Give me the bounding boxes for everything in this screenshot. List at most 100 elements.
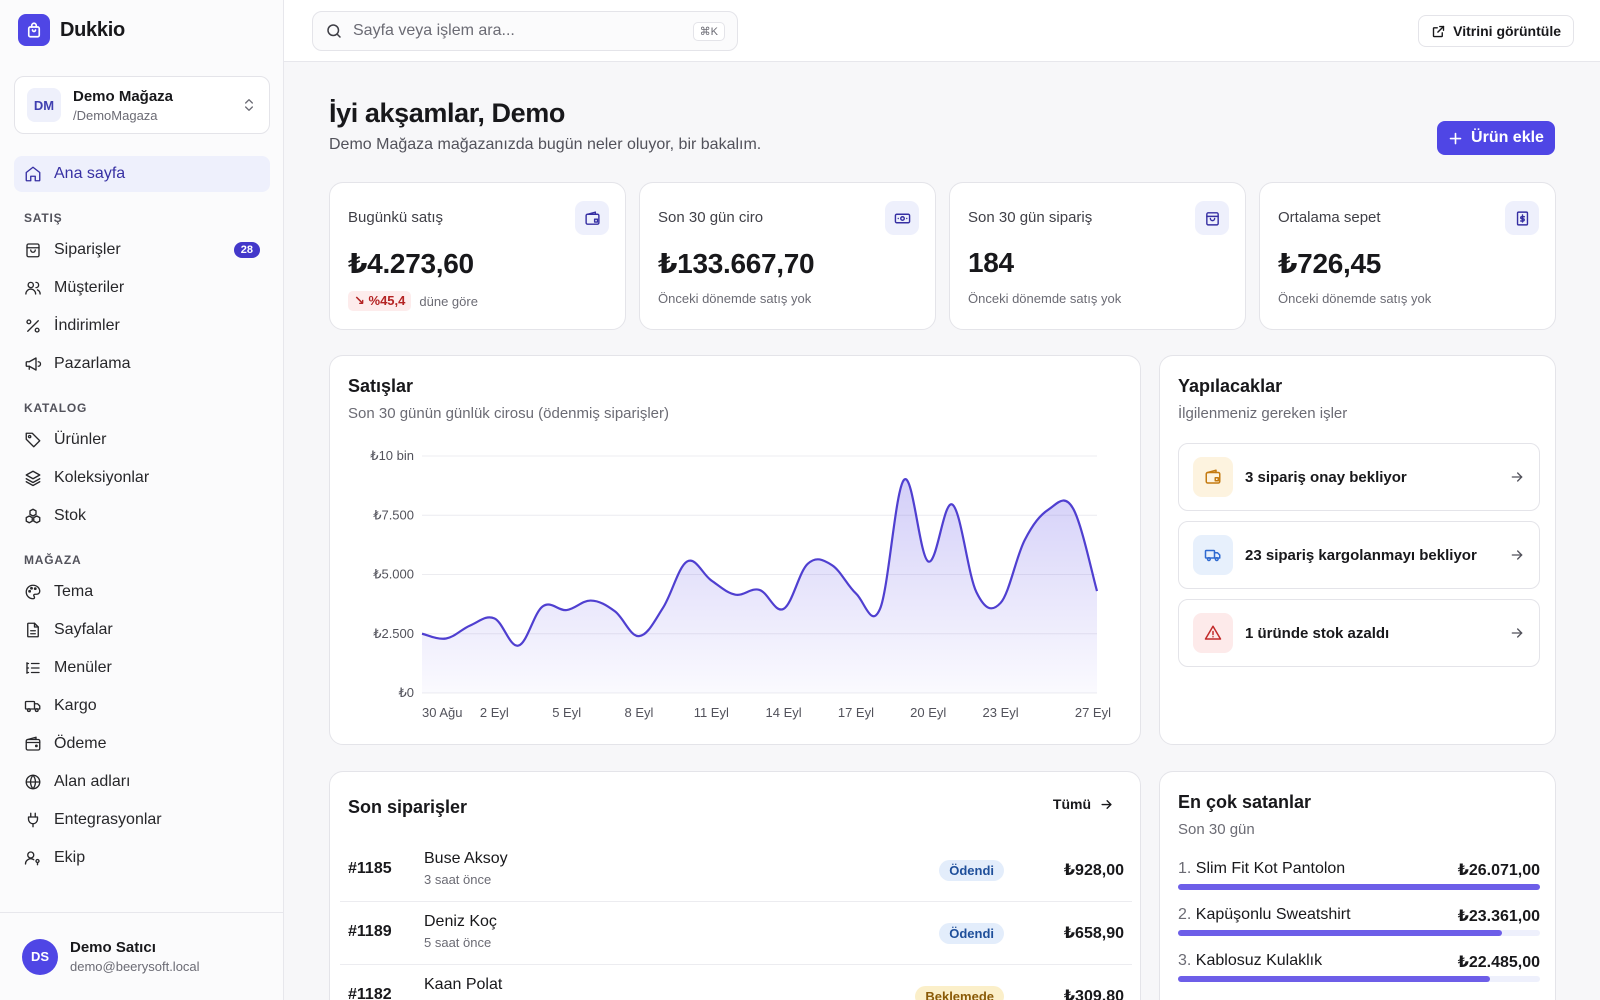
nav-item-menus[interactable]: Menüler xyxy=(14,650,270,686)
app-logo[interactable]: Dukkio xyxy=(18,14,125,46)
nav-item-label: Pazarlama xyxy=(54,355,131,372)
best-sellers-card: En çok satanlar Son 30 gün 1. Slim Fit K… xyxy=(1159,771,1556,1000)
sidebar: Dukkio DM Demo Mağaza /DemoMagaza Ana sa… xyxy=(0,0,284,1000)
orders-count-badge: 28 xyxy=(233,242,260,258)
nav-item-label: Koleksiyonlar xyxy=(54,469,150,486)
nav-item-marketing[interactable]: Pazarlama xyxy=(14,346,270,382)
stat-value: ₺133.667,70 xyxy=(658,248,815,279)
store-switcher[interactable]: DM Demo Mağaza /DemoMagaza xyxy=(14,76,270,134)
order-id: #1185 xyxy=(348,860,392,877)
share-bar-fill xyxy=(1178,884,1540,890)
nav-item-discounts[interactable]: İndirimler xyxy=(14,308,270,344)
nav-item-label: Alan adları xyxy=(54,773,131,790)
nav-item-shipping[interactable]: Kargo xyxy=(14,688,270,724)
best-seller-item[interactable]: 3. Kablosuz Kulaklık ₺22.485,00 xyxy=(1178,952,1540,982)
nav-item-domains[interactable]: Alan adları xyxy=(14,764,270,800)
nav-item-pages[interactable]: Sayfalar xyxy=(14,612,270,648)
x-tick-label: 14 Eyl xyxy=(766,705,802,720)
external-link-icon xyxy=(1432,25,1445,37)
y-tick-label: ₺2.500 xyxy=(373,626,414,641)
nav-item-products[interactable]: Ürünler xyxy=(14,422,270,458)
status-badge: Ödendi xyxy=(939,923,1004,944)
view-all-orders-link[interactable]: Tümü xyxy=(1053,796,1114,812)
order-row[interactable]: #1189 Deniz Koç 5 saat önce Ödendi ₺658,… xyxy=(340,903,1132,965)
add-product-button[interactable]: Ürün ekle xyxy=(1437,121,1555,155)
todos-card: Yapılacaklar İlgilenmeniz gereken işler … xyxy=(1159,355,1556,745)
product-revenue: ₺22.485,00 xyxy=(1457,954,1540,971)
nav-item-orders[interactable]: Siparişler 28 xyxy=(14,232,270,268)
user-name: Demo Satıcı xyxy=(70,939,156,956)
order-id: #1189 xyxy=(348,923,392,940)
top-bar: ⌘K Vitrini görüntüle xyxy=(284,0,1600,62)
card-title: Satışlar xyxy=(348,376,414,396)
todo-pending-approval[interactable]: 3 sipariş onay bekliyor xyxy=(1178,443,1540,511)
order-row[interactable]: #1185 Buse Aksoy 3 saat önce Ödendi ₺928… xyxy=(340,840,1132,902)
stat-card-30d-revenue: Son 30 gün ciro ₺133.667,70 Önceki dönem… xyxy=(639,182,936,330)
nav-item-customers[interactable]: Müşteriler xyxy=(14,270,270,306)
nav-item-team[interactable]: Ekip xyxy=(14,840,270,876)
stat-card-avg-basket: Ortalama sepet ₺726,45 Önceki dönemde sa… xyxy=(1259,182,1556,330)
alert-icon xyxy=(1193,613,1233,653)
nav-item-stock[interactable]: Stok xyxy=(14,498,270,534)
bag-icon xyxy=(1195,201,1229,235)
recent-orders-card: Son siparişler Tümü #1185 Buse Aksoy 3 s… xyxy=(329,771,1141,1000)
arrow-right-icon xyxy=(1511,628,1523,638)
card-title: En çok satanlar xyxy=(1178,792,1312,812)
truck-icon xyxy=(1193,535,1233,575)
y-tick-label: ₺7.500 xyxy=(373,507,414,522)
stat-note: düne göre xyxy=(419,293,478,309)
todo-low-stock[interactable]: 1 üründe stok azaldı xyxy=(1178,599,1540,667)
stat-card-30d-orders: Son 30 gün sipariş 184 Önceki dönemde sa… xyxy=(949,182,1246,330)
view-storefront-button[interactable]: Vitrini görüntüle xyxy=(1418,15,1574,47)
delta-badge: ↘ %45,4 xyxy=(348,291,412,311)
add-product-label: Ürün ekle xyxy=(1471,129,1544,146)
plug-icon xyxy=(27,812,39,828)
nav-item-theme[interactable]: Tema xyxy=(14,574,270,610)
customer-name: Deniz Koç xyxy=(424,913,497,930)
store-name: Demo Mağaza xyxy=(73,87,174,105)
nav-item-label: Menüler xyxy=(54,659,112,676)
user-menu[interactable]: DS Demo Satıcı demo@beerysoft.local xyxy=(0,912,283,1000)
nav-item-label: Stok xyxy=(54,507,87,524)
x-tick-label: 20 Eyl xyxy=(910,705,946,720)
y-tick-label: ₺10 bin xyxy=(370,448,414,463)
best-seller-item[interactable]: 1. Slim Fit Kot Pantolon ₺26.071,00 xyxy=(1178,860,1540,890)
x-tick-label: 30 Ağu xyxy=(422,705,463,720)
bag-icon xyxy=(26,243,40,258)
search-input[interactable] xyxy=(353,22,693,40)
nav-item-label: İndirimler xyxy=(54,317,120,334)
view-storefront-label: Vitrini görüntüle xyxy=(1453,23,1561,39)
nav-item-payment[interactable]: Ödeme xyxy=(14,726,270,762)
nav-item-label: Ödeme xyxy=(54,735,107,752)
nav-item-collections[interactable]: Koleksiyonlar xyxy=(14,460,270,496)
page-title: İyi akşamlar, Demo xyxy=(329,98,565,128)
order-time: 5 saat önce xyxy=(424,935,492,950)
share-bar xyxy=(1178,976,1540,982)
nav-item-home[interactable]: Ana sayfa xyxy=(14,156,270,192)
wallet-icon xyxy=(575,201,609,235)
search-box[interactable]: ⌘K xyxy=(312,11,738,51)
sales-chart: ₺10 bin ₺7.500 ₺5.000 ₺2.500 ₺0 30 Ağu 2 Eyl 5… xyxy=(370,448,1111,720)
order-amount: ₺928,00 xyxy=(1063,862,1124,879)
order-row[interactable]: #1182 Kaan Polat Beklemede ₺309,80 xyxy=(340,966,1132,1000)
order-time: 3 saat önce xyxy=(424,872,492,887)
list-icon xyxy=(26,662,40,674)
nav-item-label: Siparişler xyxy=(54,241,121,258)
stat-note: Önceki dönemde satış yok xyxy=(658,291,812,306)
order-id: #1182 xyxy=(348,986,392,1000)
stat-card-today-sales: Bugünkü satış ₺4.273,60 ↘ %45,4 düne gör… xyxy=(329,182,626,330)
nav-item-integrations[interactable]: Entegrasyonlar xyxy=(14,802,270,838)
todo-label: 1 üründe stok azaldı xyxy=(1245,624,1390,642)
users-icon xyxy=(25,281,41,295)
product-name: Kablosuz Kulaklık xyxy=(1195,952,1323,969)
truck-icon xyxy=(24,700,41,713)
plus-icon xyxy=(1449,132,1462,144)
product-name: Kapüşonlu Sweatshirt xyxy=(1195,906,1351,923)
user-avatar: DS xyxy=(22,938,58,975)
x-tick-label: 17 Eyl xyxy=(838,705,874,720)
trend-down-icon: ↘ xyxy=(354,293,369,308)
product-name: Slim Fit Kot Pantolon xyxy=(1195,860,1346,877)
best-seller-item[interactable]: 2. Kapüşonlu Sweatshirt ₺23.361,00 xyxy=(1178,906,1540,936)
todo-pending-shipping[interactable]: 23 sipariş kargolanmayı bekliyor xyxy=(1178,521,1540,589)
bag-logo-icon xyxy=(18,14,50,46)
